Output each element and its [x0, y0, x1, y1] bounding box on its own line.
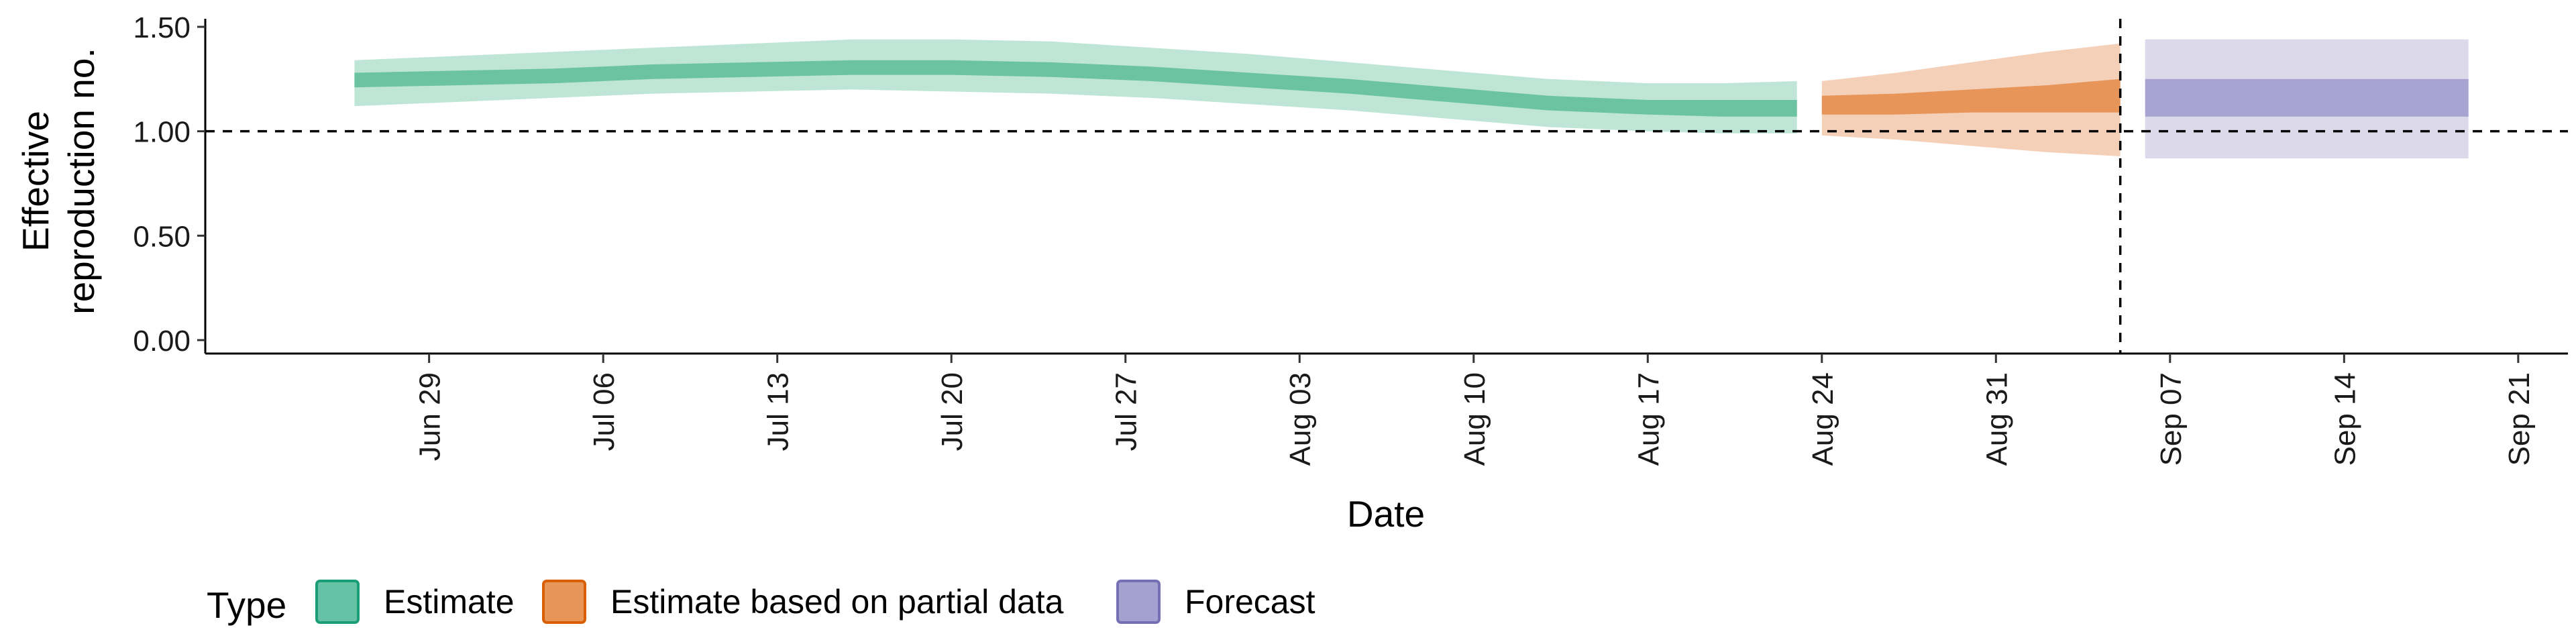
x-ticks: Jun 29 Jul 06 Jul 13 Jul 20 Jul 27 Aug 03 Aug … — [414, 354, 2536, 466]
x-axis-title: Date — [1347, 493, 1425, 535]
legend-key — [542, 580, 586, 624]
x-tick-label: Aug 17 — [1632, 372, 1665, 466]
axes — [204, 19, 2568, 355]
x-tick-label: Aug 24 — [1807, 372, 1839, 466]
legend-label: Estimate based on partial data — [610, 583, 1064, 621]
x-tick-label: Aug 31 — [1980, 372, 2013, 466]
legend-key — [1116, 580, 1161, 624]
y-axis-title-line-2: reproduction no. — [60, 48, 102, 315]
y-tick-label: 1.00 — [133, 116, 191, 149]
legend-key — [315, 580, 360, 624]
y-tick-label: 0.00 — [133, 325, 191, 358]
series-1-inner-band — [1821, 78, 2121, 115]
x-tick-label: Jul 13 — [762, 372, 795, 451]
x-tick-label: Aug 10 — [1458, 372, 1491, 466]
y-tick-label: 1.50 — [133, 11, 191, 44]
x-tick-label: Jul 06 — [588, 372, 621, 451]
x-tick-label: Sep 07 — [2155, 372, 2188, 466]
x-tick-label: Sep 14 — [2328, 372, 2361, 466]
legend: Type Estimate Estimate based on partial d… — [207, 580, 1316, 626]
x-tick-label: Aug 03 — [1284, 372, 1317, 466]
x-tick-label: Jul 27 — [1110, 372, 1143, 451]
series-0-inner-band — [354, 60, 1797, 117]
legend-label: Estimate — [384, 583, 515, 621]
reference-lines — [205, 19, 2568, 354]
legend-title: Type — [207, 584, 286, 626]
x-tick-label: Sep 21 — [2503, 372, 2536, 466]
y-axis-title-line-1: Effective — [15, 111, 56, 252]
x-tick-label: Jul 20 — [936, 372, 969, 451]
series-bands — [354, 39, 2469, 159]
legend-label: Forecast — [1185, 583, 1316, 621]
legend-items: Estimate Estimate based on partial data Fo… — [315, 580, 1316, 624]
x-tick-label: Jun 29 — [414, 372, 447, 461]
y-tick-label: 0.50 — [133, 220, 191, 253]
series-2-inner-band — [2145, 78, 2469, 117]
series-0-outer-band — [354, 39, 1797, 133]
y-ticks: 0.00 0.50 1.00 1.50 — [133, 11, 205, 358]
